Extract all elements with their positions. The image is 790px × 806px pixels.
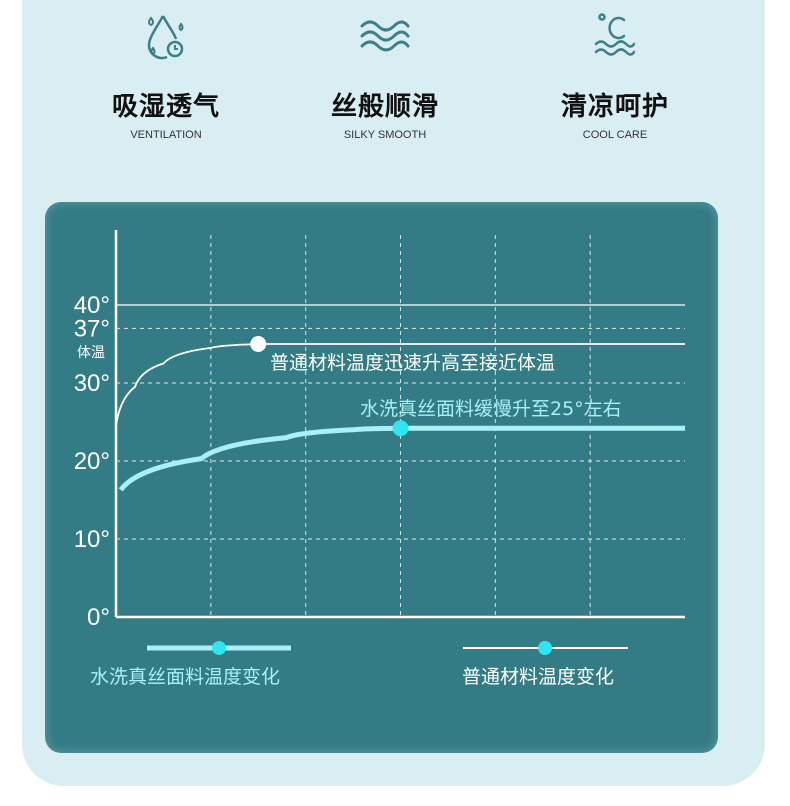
feature-subtitle: COOL CARE [582,129,648,141]
feature-cool-care: 清凉呵护 COOL CARE [515,0,715,141]
celsius-waves-icon [594,13,636,56]
body-temp-label: 体温 [77,345,105,361]
waves-icon [360,20,410,52]
legend-marker-silk [212,641,226,655]
water-drop-clock-icon [147,15,184,60]
chart-panel [45,202,718,753]
feature-title: 丝般顺滑 [330,92,439,122]
feature-ventilation: 吸湿透气 VENTILATION [66,0,266,141]
series-annotation: 普通材料温度迅速升高至接近体温 [270,352,555,374]
y-tick-label: 40° [74,292,110,319]
feature-subtitle: VENTILATION [130,129,202,141]
legend-marker-normal [538,641,552,655]
legend-label-silk: 水洗真丝面料温度变化 [90,666,281,688]
series-marker [250,336,267,352]
y-tick-label: 10° [74,526,110,553]
series-annotation: 水洗真丝面料缓慢升至25°左右 [360,398,622,420]
feature-subtitle: SILKY SMOOTH [343,129,427,141]
series-marker [392,420,409,437]
y-tick-label: 37° [74,315,110,342]
feature-silky-smooth: 丝般顺滑 SILKY SMOOTH [285,0,485,141]
series-line [118,425,685,492]
legend-label-normal: 普通材料温度变化 [462,666,615,688]
y-tick-label: 30° [74,370,110,397]
feature-title: 吸湿透气 [111,92,220,122]
feature-title: 清凉呵护 [560,92,669,122]
y-tick-label: 0° [87,604,110,631]
series-line [115,343,685,427]
y-tick-label: 20° [74,448,110,475]
